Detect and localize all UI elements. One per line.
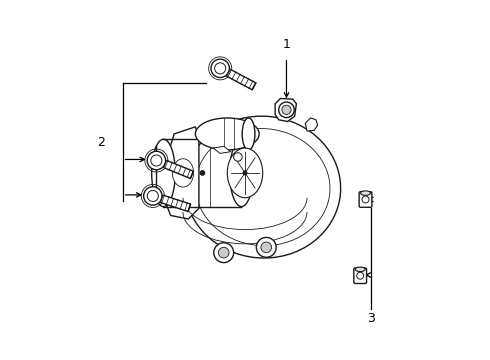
Circle shape bbox=[261, 242, 271, 253]
Circle shape bbox=[219, 247, 229, 258]
Circle shape bbox=[362, 196, 369, 203]
Circle shape bbox=[144, 187, 162, 205]
Ellipse shape bbox=[185, 116, 341, 258]
Text: 1: 1 bbox=[283, 38, 291, 51]
Ellipse shape bbox=[355, 267, 365, 271]
Polygon shape bbox=[213, 146, 231, 153]
Circle shape bbox=[243, 171, 247, 175]
Circle shape bbox=[279, 102, 294, 118]
Circle shape bbox=[234, 153, 242, 161]
Polygon shape bbox=[305, 118, 318, 131]
Polygon shape bbox=[275, 99, 296, 122]
Polygon shape bbox=[160, 195, 191, 211]
FancyBboxPatch shape bbox=[359, 192, 372, 207]
FancyBboxPatch shape bbox=[354, 268, 367, 283]
Ellipse shape bbox=[242, 118, 255, 150]
Ellipse shape bbox=[172, 159, 194, 187]
Polygon shape bbox=[164, 160, 194, 179]
Ellipse shape bbox=[230, 139, 253, 207]
Ellipse shape bbox=[227, 148, 263, 198]
Circle shape bbox=[147, 151, 166, 170]
Circle shape bbox=[211, 59, 229, 77]
Ellipse shape bbox=[361, 191, 370, 195]
Polygon shape bbox=[226, 69, 256, 90]
Polygon shape bbox=[165, 127, 199, 219]
Circle shape bbox=[214, 243, 234, 262]
Text: 2: 2 bbox=[98, 136, 105, 149]
Ellipse shape bbox=[196, 118, 259, 150]
Text: 3: 3 bbox=[367, 312, 375, 325]
Circle shape bbox=[256, 238, 276, 257]
Circle shape bbox=[357, 272, 364, 279]
Ellipse shape bbox=[152, 139, 175, 207]
Circle shape bbox=[282, 105, 291, 114]
Circle shape bbox=[200, 170, 205, 175]
